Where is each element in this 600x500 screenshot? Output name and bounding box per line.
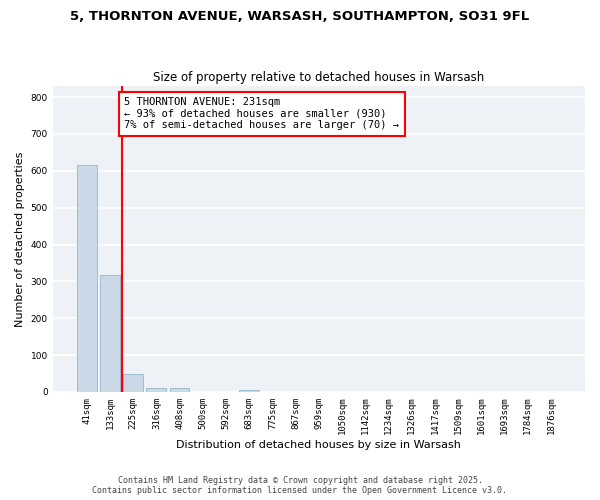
Bar: [123, 374, 143, 392]
Y-axis label: Number of detached properties: Number of detached properties: [15, 152, 25, 326]
Bar: [170, 388, 190, 392]
Text: 5 THORNTON AVENUE: 231sqm
← 93% of detached houses are smaller (930)
7% of semi-: 5 THORNTON AVENUE: 231sqm ← 93% of detac…: [124, 97, 400, 130]
Title: Size of property relative to detached houses in Warsash: Size of property relative to detached ho…: [153, 70, 484, 84]
Bar: [100, 275, 120, 392]
Bar: [239, 390, 259, 392]
X-axis label: Distribution of detached houses by size in Warsash: Distribution of detached houses by size …: [176, 440, 461, 450]
Text: Contains HM Land Registry data © Crown copyright and database right 2025.
Contai: Contains HM Land Registry data © Crown c…: [92, 476, 508, 495]
Text: 5, THORNTON AVENUE, WARSASH, SOUTHAMPTON, SO31 9FL: 5, THORNTON AVENUE, WARSASH, SOUTHAMPTON…: [70, 10, 530, 23]
Bar: [77, 164, 97, 392]
Bar: [146, 388, 166, 392]
